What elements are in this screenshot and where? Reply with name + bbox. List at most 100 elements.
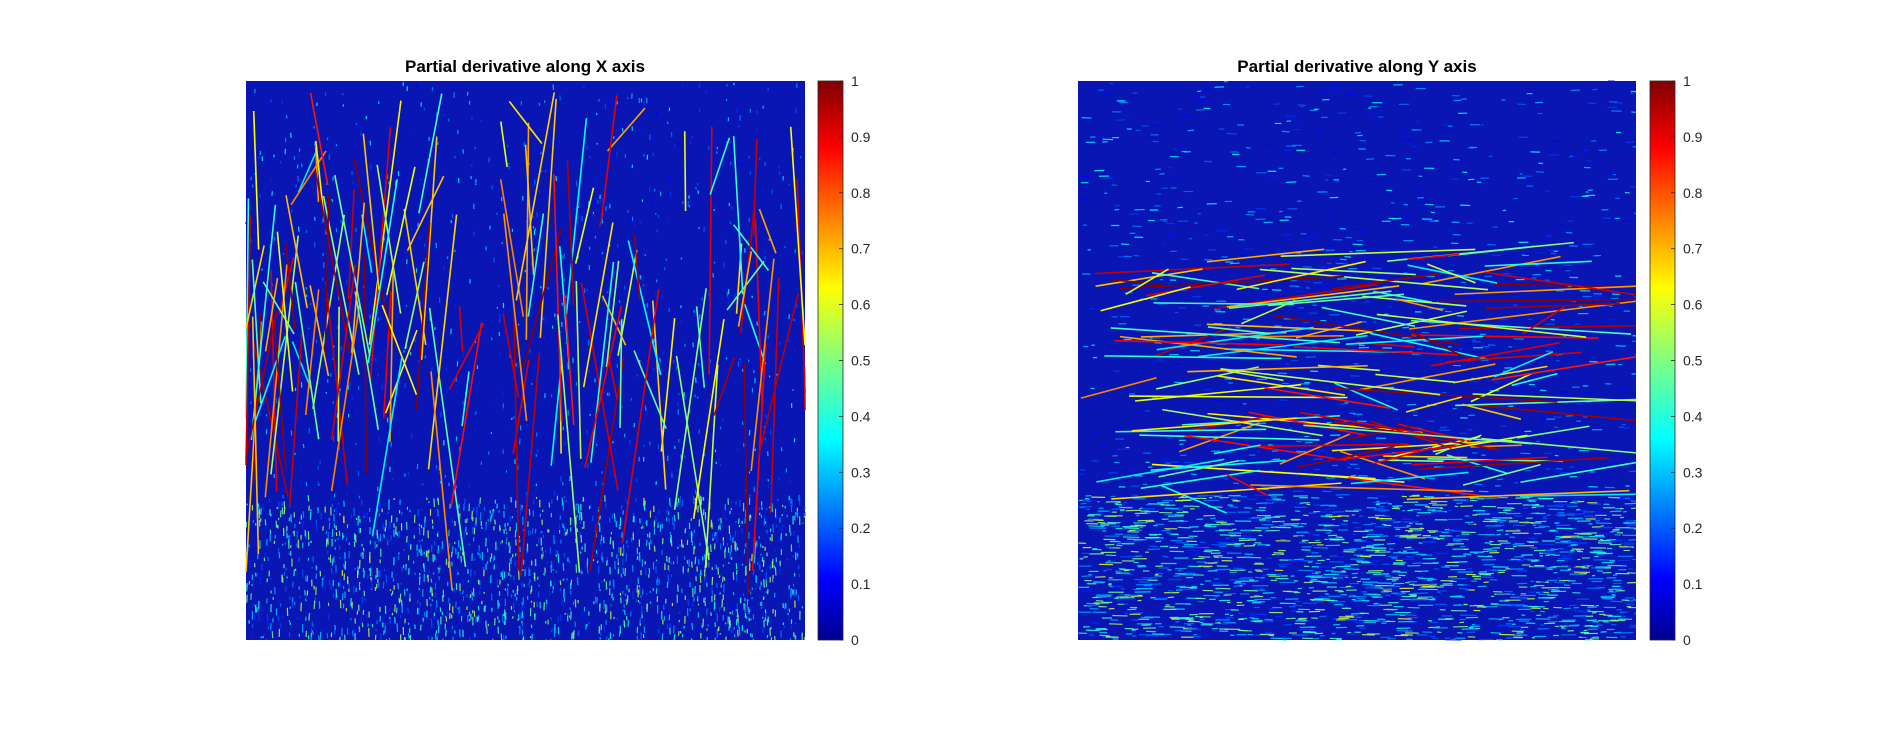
- heatmap-texture-stroke: [1251, 530, 1262, 533]
- heatmap-edge-stroke: [273, 323, 287, 471]
- heatmap-edge-stroke: [605, 260, 620, 368]
- heatmap-edge-stroke: [758, 208, 777, 254]
- heatmap-edge-stroke: [789, 126, 806, 346]
- colorbar-tick-label: 0: [851, 632, 859, 648]
- heatmap-edge-stroke: [515, 92, 556, 301]
- colorbar-tick-label: 0.4: [851, 408, 871, 424]
- heatmap-edge-stroke: [330, 304, 361, 492]
- heatmap-edge-stroke: [660, 318, 676, 452]
- heatmap-y-edges: [1078, 80, 1637, 641]
- heatmap-edge-stroke: [704, 364, 719, 569]
- heatmap-edge-stroke: [752, 138, 758, 237]
- heatmap-edge-stroke: [252, 110, 260, 250]
- heatmap-edge-stroke: [633, 234, 641, 301]
- heatmap-edge-stroke: [502, 213, 528, 421]
- heatmap-edge-stroke: [418, 93, 443, 214]
- heatmap-edge-stroke: [673, 288, 708, 510]
- heatmap-edge-stroke: [291, 341, 312, 389]
- heatmap-edge-stroke: [584, 305, 623, 468]
- heatmap-edge-stroke: [382, 291, 392, 419]
- heatmap-edge-stroke: [527, 213, 545, 317]
- heatmap-edge-stroke: [252, 312, 262, 484]
- heatmap-edge-stroke: [619, 319, 623, 428]
- heatmap-edge-stroke: [553, 174, 563, 422]
- heatmap-edge-stroke: [254, 336, 286, 422]
- heatmap-edge-stroke: [566, 160, 575, 305]
- heatmap-edge-stroke: [502, 313, 520, 398]
- heatmap-edge-stroke: [245, 198, 250, 419]
- heatmap-edge-stroke: [633, 350, 667, 429]
- panel-x-derivative: Partial derivative along X axis 00.10.20…: [245, 57, 871, 648]
- heatmap-edge-stroke: [389, 260, 395, 443]
- heatmap-edge-stroke: [708, 126, 713, 375]
- chart-title-y: Partial derivative along Y axis: [1237, 57, 1476, 76]
- heatmap-edge-stroke: [508, 100, 543, 144]
- colorbar-tick-label: 0.3: [851, 464, 871, 480]
- heatmap-edge-stroke: [368, 100, 402, 345]
- heatmap-edge-stroke: [600, 95, 618, 225]
- heatmap-edge-stroke: [739, 202, 756, 334]
- heatmap-edge-stroke: [563, 295, 575, 425]
- heatmap-edge-stroke: [288, 324, 304, 508]
- heatmap-edge-stroke: [683, 131, 687, 212]
- heatmap-edge-stroke: [362, 133, 380, 290]
- heatmap-edge-stroke: [270, 235, 300, 475]
- heatmap-edge-stroke: [314, 147, 320, 202]
- heatmap-edge-stroke: [692, 319, 725, 519]
- heatmap-edge-stroke: [743, 303, 767, 365]
- heatmap-edge-stroke: [285, 195, 309, 309]
- heatmap-edge-stroke: [276, 231, 294, 392]
- heatmap-edge-stroke: [264, 264, 288, 498]
- heatmap-edge-stroke: [337, 306, 340, 442]
- heatmap-edge-stroke: [309, 92, 329, 186]
- heatmap-edge-stroke: [353, 159, 393, 341]
- heatmap-edge-stroke: [574, 187, 595, 264]
- heatmap-edge-stroke: [461, 371, 470, 427]
- heatmap-edge-stroke: [290, 150, 327, 206]
- heatmap-edge-stroke: [770, 277, 780, 513]
- colorbar-tick-label: 0.5: [851, 353, 871, 369]
- heatmap-y-background: [1078, 81, 1636, 640]
- heatmap-edge-stroke: [430, 371, 453, 590]
- heatmap-edge-stroke: [524, 144, 535, 275]
- heatmap-edge-stroke: [556, 314, 581, 573]
- heatmap-edge-stroke: [354, 291, 380, 430]
- heatmap-edge-stroke: [582, 222, 614, 388]
- heatmap-edge-stroke: [525, 122, 530, 340]
- colorbar-tick-label: 0.7: [851, 241, 871, 257]
- colorbar-x-ticks: 0 0.1 0.2 0.3 0.4 0.5 0.6 0.7 0.8 0.9 1: [839, 73, 871, 648]
- heatmap-edge-stroke: [513, 311, 520, 571]
- chart-title-x: Partial derivative along X axis: [405, 57, 645, 76]
- heatmap-x-edges: [245, 82, 806, 641]
- heatmap-edge-stroke: [406, 175, 445, 251]
- heatmap-edge-stroke: [621, 289, 660, 543]
- heatmap-edge-stroke: [448, 323, 485, 390]
- heatmap-edge-stroke: [713, 357, 736, 416]
- heatmap-edge-stroke: [757, 293, 800, 458]
- heatmap-edge-stroke: [607, 355, 618, 399]
- heatmap-edge-stroke: [371, 356, 403, 537]
- heatmap-edge-stroke: [264, 277, 279, 352]
- colorbar-tick-label: 0.8: [851, 185, 871, 201]
- heatmap-edge-stroke: [262, 281, 295, 335]
- heatmap-edge-stroke: [420, 136, 438, 360]
- heatmap-edge-stroke: [743, 363, 749, 595]
- heatmap-edge-stroke: [590, 261, 615, 463]
- heatmap-edge-stroke: [363, 254, 368, 474]
- heatmap-edge-stroke: [251, 259, 262, 404]
- heatmap-edge-stroke: [369, 127, 392, 383]
- heatmap-edge-stroke: [386, 166, 416, 296]
- heatmap-edge-stroke: [651, 300, 667, 490]
- heatmap-edge-stroke: [294, 281, 320, 440]
- colorbar-tick-label: 0.1: [851, 576, 871, 592]
- heatmap-edge-stroke: [381, 304, 418, 396]
- heatmap-edge-stroke: [675, 355, 710, 560]
- colorbar-tick-label: 0.9: [851, 129, 871, 145]
- heatmap-edge-stroke: [606, 107, 646, 152]
- heatmap-edge-stroke: [324, 194, 330, 358]
- heatmap-edge-stroke: [245, 245, 265, 329]
- heatmap-edge-stroke: [415, 222, 431, 411]
- heatmap-edge-stroke: [297, 151, 317, 193]
- heatmap-edge-stroke: [367, 179, 398, 364]
